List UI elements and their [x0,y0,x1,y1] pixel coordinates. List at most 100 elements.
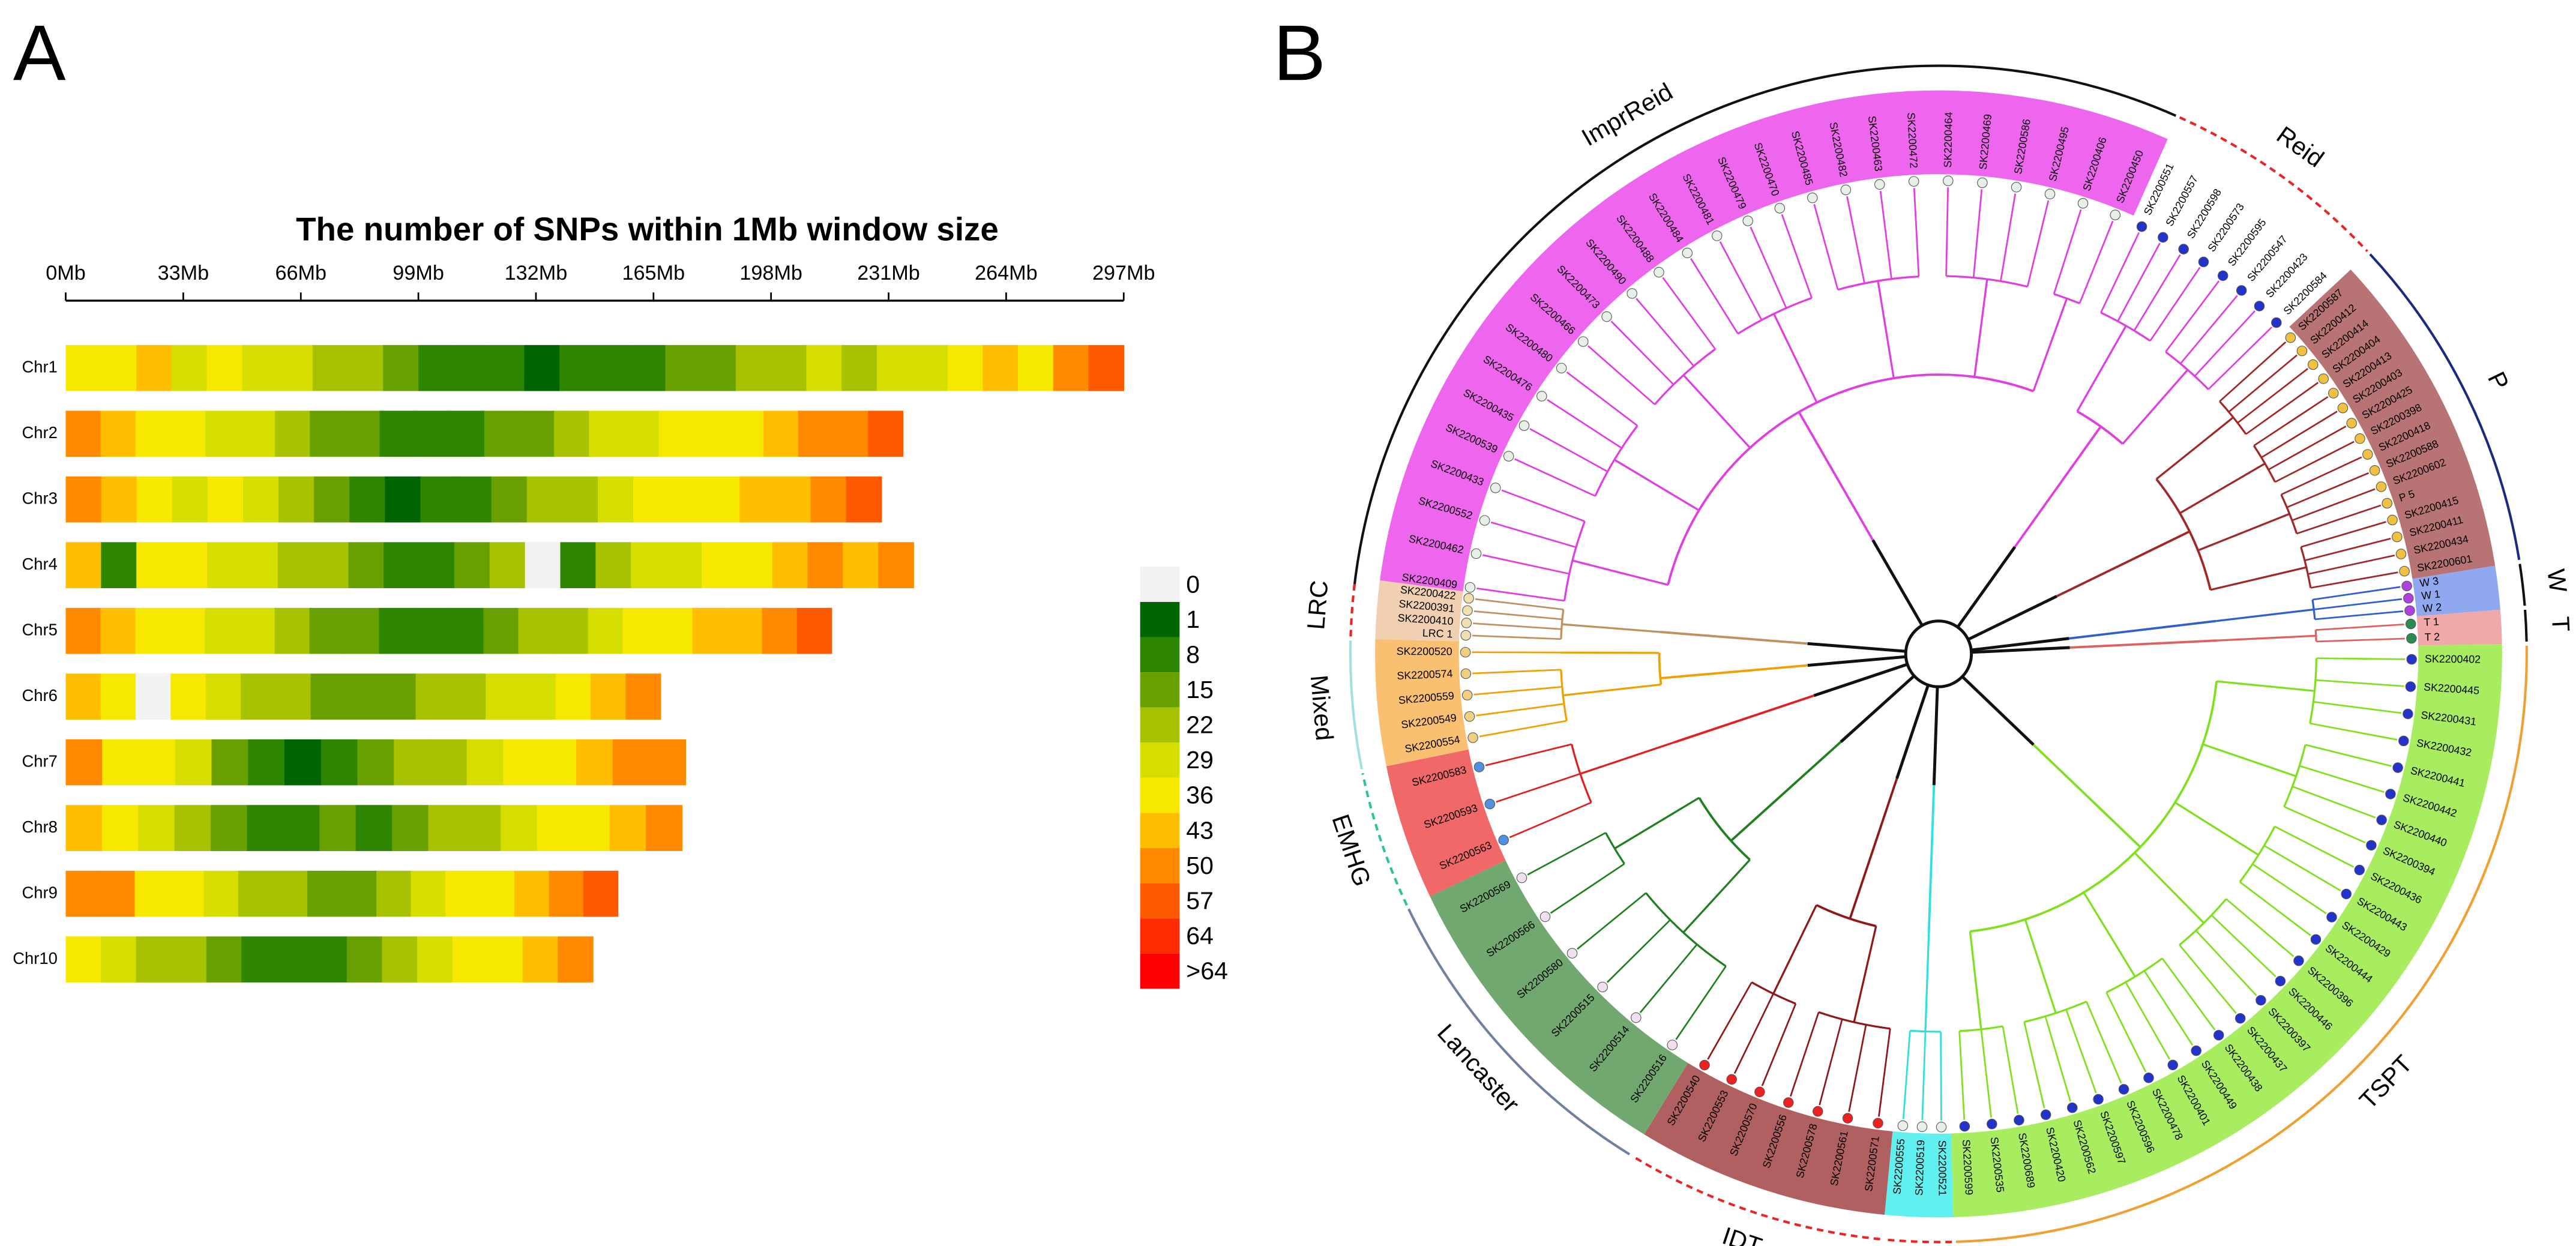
branch [2143,970,2194,1046]
snp-window [583,870,619,917]
snp-window [491,476,528,523]
branch [2197,513,2290,552]
snp-window [657,607,693,654]
snp-window [346,936,383,983]
branch [2312,586,2401,601]
branch [2315,679,2404,687]
snp-window [735,345,772,391]
branch [2105,992,2147,1073]
branch [1773,313,1818,403]
snp-window [65,739,103,786]
branch [1473,685,1562,696]
snp-window [207,476,244,523]
snp-window [284,739,322,786]
snp-window [309,607,345,654]
branch [2032,298,2068,392]
snp-window [175,739,212,786]
leaf-marker [1873,1118,1883,1129]
snp-window [555,673,591,720]
branch [1980,1029,1992,1118]
snp-window [554,411,590,457]
leaf-marker [1484,798,1496,810]
snp-window [101,476,137,523]
snp-window [102,739,139,786]
legend-swatch [1140,707,1180,743]
snp-window [344,607,380,654]
clade-arc [1349,640,1364,769]
snp-window [704,476,741,523]
snp-window [385,476,421,523]
leaf-marker [1654,266,1664,278]
branch [1849,778,1898,919]
snp-window [419,542,455,588]
snp-window [314,476,351,523]
leaf-marker [2236,285,2247,296]
snp-window [912,345,948,391]
branch [2301,521,2386,548]
branch [1816,904,1877,927]
leaf-marker [1667,1040,1678,1050]
branch [2083,892,2136,978]
leaf-marker [1461,618,1472,628]
leaf-marker [1470,548,1482,559]
snp-window [450,673,486,720]
branch [1473,622,1562,630]
leaf-marker [1503,451,1514,462]
snp-window [771,345,807,391]
branch [1547,399,1622,449]
clade-label: ImprReid [1577,77,1677,151]
x-tick-label: 132Mb [505,262,568,284]
snp-window [136,936,172,983]
snp-window [449,411,485,457]
snp-window [692,607,728,654]
x-tick-label: 264Mb [975,262,1038,284]
clade-sector [1430,860,1688,1134]
snp-window [283,805,320,851]
branch [1482,554,1569,575]
snp-window [376,870,412,917]
branch [1604,832,1625,865]
snp-window [762,607,798,654]
branch [1846,196,1865,284]
clade-sector [1375,639,1469,766]
snp-window [275,673,311,720]
x-tick-label: 165Mb [622,262,685,284]
leaf-label: SK2200472 [1905,112,1920,169]
branch [1645,892,1727,968]
clade-arc [1352,64,2177,591]
leaf-marker [2191,1045,2201,1056]
snp-window [630,345,666,391]
branch [2174,801,2259,856]
snp-window [503,739,541,786]
branch [1563,683,1661,697]
branch [2316,623,2404,631]
snp-window [379,607,415,654]
branch [1946,275,2028,288]
leaf-label: W 1 [2421,588,2441,602]
branch [1958,1031,1966,1120]
leaf-marker [2077,197,2089,209]
snp-window [415,673,451,720]
leaf-marker [1556,363,1567,374]
snp-window [525,542,561,588]
legend-label: 57 [1186,886,1214,914]
leaf-label: LRC 1 [1422,627,1453,640]
leaf-marker [2293,955,2304,966]
x-tick-label: 66Mb [275,262,327,284]
legend-label: 1 [1186,606,1200,633]
leaf-marker [1842,1113,1853,1124]
legend-label: 0 [1186,570,1200,598]
branch [2274,441,2355,483]
snp-window [1088,345,1125,391]
leaf-marker [2392,762,2403,773]
leaf-marker [1467,732,1478,743]
leaf-marker [1498,834,1509,846]
legend-label: 50 [1186,852,1214,879]
snp-window [597,476,634,523]
branch [1509,801,1592,838]
branch [2217,634,2316,642]
snp-window [138,805,175,851]
leaf-marker [2256,995,2266,1006]
snp-window [843,542,879,588]
snp-window [772,542,808,588]
